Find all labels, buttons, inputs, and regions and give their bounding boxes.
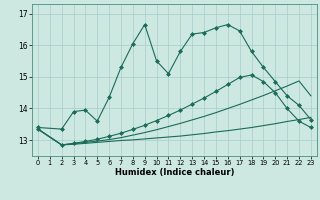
X-axis label: Humidex (Indice chaleur): Humidex (Indice chaleur) (115, 168, 234, 177)
